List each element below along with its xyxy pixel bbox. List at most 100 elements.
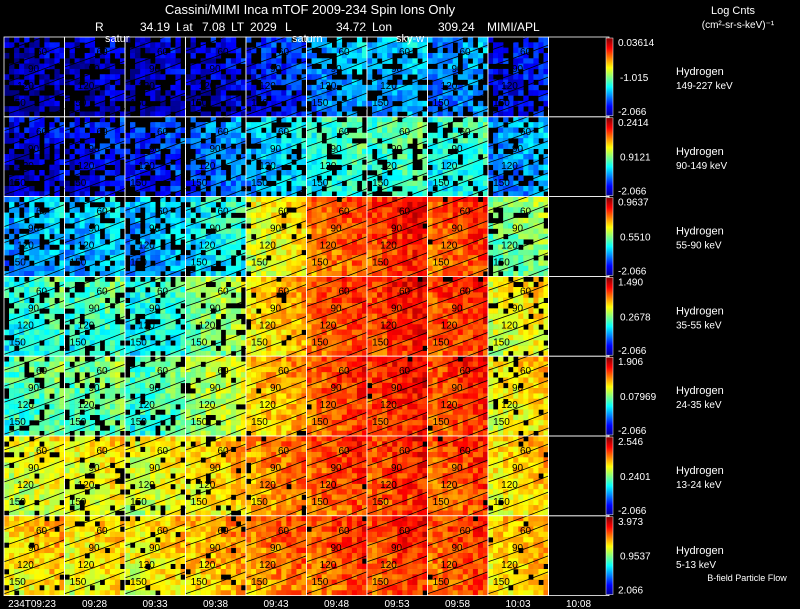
- pixel-cell: [543, 159, 549, 165]
- pixel-cell: [205, 207, 212, 213]
- pixel-cell: [432, 37, 438, 43]
- pixel-cell: [432, 180, 438, 187]
- pixel-cell: [29, 63, 35, 70]
- contour-label: 60: [217, 286, 229, 297]
- pixel-cell: [200, 350, 206, 357]
- pixel-cell: [402, 52, 408, 59]
- pixel-cell: [4, 84, 10, 91]
- pixel-cell: [412, 58, 418, 64]
- pixel-cell: [261, 47, 267, 54]
- pixel-cell: [498, 52, 504, 59]
- pixel-cell: [99, 122, 106, 128]
- pixel-cell: [69, 201, 75, 208]
- pixel-cell: [119, 175, 126, 181]
- pixel-cell: [397, 175, 403, 181]
- pixel-cell: [462, 63, 469, 70]
- pixel-cell: [170, 313, 176, 320]
- pixel-cell: [261, 207, 267, 213]
- contour-line: [64, 156, 126, 180]
- contour-line: [245, 140, 307, 164]
- pixel-cell: [135, 42, 141, 48]
- pixel-cell: [286, 249, 292, 256]
- pixel-cell: [457, 191, 464, 197]
- pixel-cell: [195, 47, 201, 54]
- pixel-cell: [170, 196, 176, 203]
- contour-line: [3, 156, 65, 180]
- contour-label: 90: [330, 64, 342, 75]
- pixel-cell: [225, 68, 232, 75]
- pixel-cell: [296, 185, 302, 192]
- pixel-cell: [69, 313, 75, 320]
- pixel-cell: [175, 228, 181, 235]
- pixel-cell: [29, 255, 35, 261]
- pixel-cell: [513, 47, 519, 54]
- pixel-cell: [472, 111, 479, 118]
- pixel-cell: [109, 345, 116, 352]
- pixel-cell: [518, 271, 524, 277]
- pixel-cell: [125, 212, 131, 219]
- pixel-cell: [311, 143, 317, 150]
- pixel-cell: [230, 217, 237, 224]
- pixel-cell: [387, 47, 393, 54]
- pixel-cell: [225, 127, 232, 134]
- pixel-cell: [251, 329, 257, 336]
- pixel-cell: [351, 111, 358, 118]
- pixel-cell: [64, 148, 70, 155]
- pixel-cell: [543, 260, 549, 267]
- pixel-cell: [44, 191, 50, 197]
- pixel-cell: [165, 233, 171, 240]
- pixel-cell: [230, 265, 237, 272]
- pixel-cell: [477, 52, 484, 59]
- pixel-cell: [452, 63, 459, 70]
- pixel-cell: [160, 329, 166, 336]
- pixel-cell: [477, 42, 484, 48]
- pixel-cell: [104, 132, 111, 139]
- pixel-cell: [523, 170, 529, 176]
- pixel-cell: [467, 228, 474, 235]
- pixel-cell: [523, 58, 529, 64]
- pixel-cell: [29, 287, 35, 293]
- pixel-cell: [382, 271, 388, 277]
- contour-label: 120: [320, 320, 337, 331]
- pixel-cell: [286, 233, 292, 240]
- pixel-cell: [296, 52, 302, 59]
- pixel-cell: [437, 143, 443, 150]
- pixel-cell: [24, 74, 30, 80]
- pixel-cell: [9, 175, 15, 181]
- pixel-cell: [331, 100, 338, 107]
- pixel-cell: [54, 116, 60, 123]
- contour-label: 90: [28, 144, 40, 155]
- pixel-cell: [266, 84, 272, 91]
- pixel-cell: [417, 37, 423, 43]
- pixel-cell: [432, 68, 438, 75]
- pixel-cell: [513, 58, 519, 64]
- contour-label: 60: [459, 47, 471, 58]
- pixel-cell: [281, 350, 287, 357]
- pixel-cell: [29, 52, 35, 59]
- pixel-cell: [74, 127, 80, 134]
- pixel-cell: [170, 345, 176, 352]
- pixel-cell: [240, 132, 247, 139]
- contour-label: 60: [520, 127, 532, 138]
- pixel-cell: [346, 116, 353, 123]
- pixel-cell: [220, 345, 227, 352]
- pixel-cell: [306, 308, 312, 314]
- pixel-cell: [54, 154, 60, 160]
- pixel-cell: [482, 175, 489, 181]
- contour-label: 60: [36, 47, 48, 58]
- species-label: Hydrogen: [676, 226, 724, 238]
- pixel-cell: [291, 74, 297, 80]
- pixel-cell: [316, 276, 322, 283]
- pixel-cell: [84, 180, 91, 187]
- pixel-cell: [498, 79, 504, 86]
- pixel-cell: [271, 95, 277, 102]
- pixel-cell: [341, 329, 348, 336]
- pixel-cell: [140, 164, 146, 171]
- pixel-cell: [135, 303, 141, 309]
- pixel-cell: [180, 260, 186, 267]
- pitch-contours: [3, 28, 65, 116]
- pixel-cell: [180, 287, 186, 293]
- pixel-cell: [417, 116, 423, 123]
- pixel-cell: [437, 138, 443, 144]
- pixel-cell: [39, 249, 45, 256]
